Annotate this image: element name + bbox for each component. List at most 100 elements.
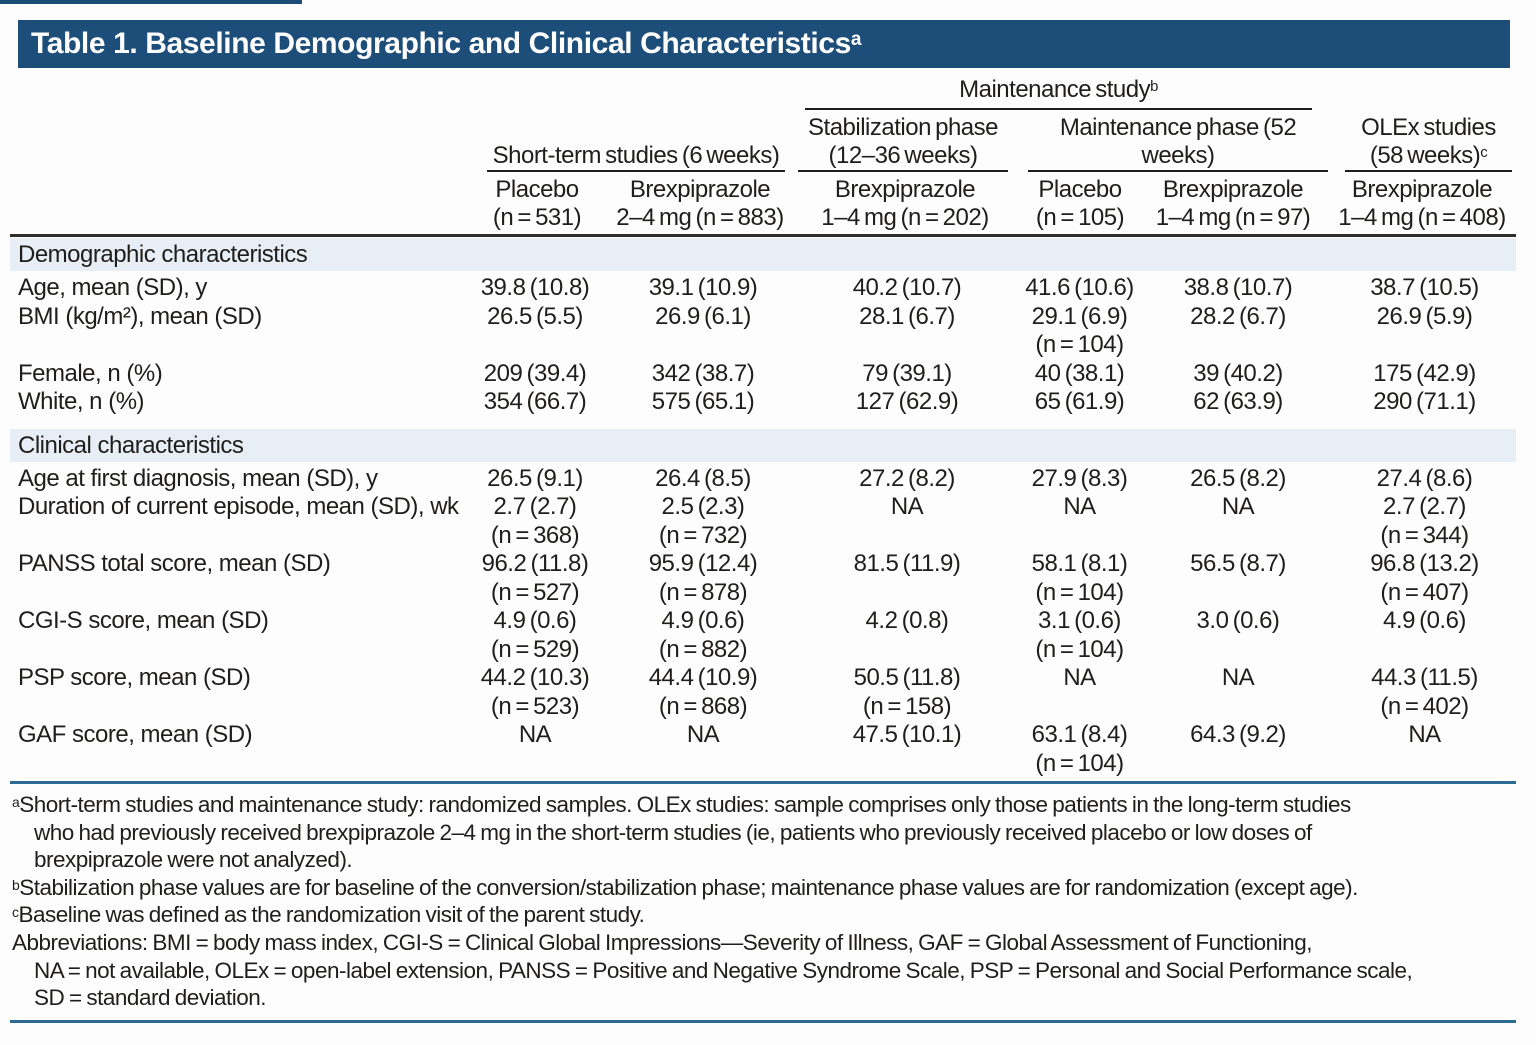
col6-arm: Brexpiprazole xyxy=(1351,176,1493,203)
value-line: 26.4 (8.5) xyxy=(655,464,751,492)
value-line: (n = 868) xyxy=(658,692,748,720)
value-line: NA xyxy=(1221,664,1255,691)
body-footnote-rule xyxy=(10,781,1516,784)
header-body-rule xyxy=(10,234,1516,237)
value-cell: 2.7 (2.7) (n = 368) xyxy=(462,493,608,550)
value-line: 2.7 (2.7) xyxy=(1383,493,1466,520)
value-line: 81.5 (11.9) xyxy=(853,550,961,577)
value-line: NA xyxy=(518,721,552,748)
value-cell: 47.5 (10.1) xyxy=(798,721,1016,750)
stabilization-label-line1: Stabilization phase xyxy=(808,114,998,141)
column-header-brex-st: Brexpiprazole 2–4 mg (n = 883) xyxy=(600,176,800,232)
value-line: 26.9 (5.9) xyxy=(1376,302,1473,330)
column-header-placebo-maint: Placebo (n = 105) xyxy=(1010,176,1150,232)
value-cell: 95.9 (12.4) (n = 878) xyxy=(608,550,798,607)
value-line: 575 (65.1) xyxy=(651,388,755,415)
value-line: 209 (39.4) xyxy=(483,359,587,387)
col1-n: (n = 531) xyxy=(492,204,582,231)
value-line: (n = 527) xyxy=(490,578,580,606)
value-cell: 58.1 (8.1) (n = 104) xyxy=(1016,550,1143,607)
value-line: 50.5 (11.8) xyxy=(853,664,961,691)
value-line: 39.8 (10.8) xyxy=(480,274,590,301)
header-group-stabilization: Stabilization phase (12–36 weeks) xyxy=(798,112,1008,172)
value-cell: 3.0 (0.6) xyxy=(1143,607,1333,636)
header-group-olex: OLEx studies (58 weeks)c xyxy=(1345,112,1512,172)
value-line: NA xyxy=(1063,493,1096,520)
value-line: 38.7 (10.5) xyxy=(1370,274,1479,301)
value-line: NA xyxy=(686,721,720,748)
col5-arm: Brexpiprazole xyxy=(1162,176,1304,203)
table-title-bar: Table 1. Baseline Demographic and Clinic… xyxy=(18,20,1510,68)
table-row: Age, mean (SD), y 39.8 (10.8) 39.1 (10.9) 4… xyxy=(10,274,1516,303)
value-line: 58.1 (8.1) xyxy=(1031,550,1128,577)
footnote-line: Abbreviations: BMI = body mass index, CG… xyxy=(12,929,1312,955)
value-line: 175 (42.9) xyxy=(1373,359,1476,387)
value-cell: NA xyxy=(1016,664,1143,693)
maintenance-phase-label-line1: Maintenance phase (52 xyxy=(1059,114,1297,141)
value-line: 26.5 (8.2) xyxy=(1190,464,1286,492)
col4-arm: Placebo xyxy=(1038,176,1122,203)
value-cell: 28.2 (6.7) xyxy=(1143,303,1333,332)
value-cell: 40 (38.1) xyxy=(1016,360,1143,389)
table-section: Demographic characteristics Age, mean (SD… xyxy=(10,238,1516,417)
value-cell: NA xyxy=(1143,664,1333,693)
header-group-maintenance-phase: Maintenance phase (52 weeks) xyxy=(1028,112,1328,172)
table-row: CGI-S score, mean (SD) 4.9 (0.6) (n = 529)… xyxy=(10,607,1516,664)
value-line: (n = 104) xyxy=(1035,331,1124,358)
value-cell: 96.8 (13.2) (n = 407) xyxy=(1333,550,1516,607)
value-cell: 29.1 (6.9) (n = 104) xyxy=(1016,303,1143,360)
value-line: (n = 732) xyxy=(658,521,748,549)
value-line: 3.0 (0.6) xyxy=(1196,607,1280,634)
value-cell: 39.8 (10.8) xyxy=(462,274,608,303)
value-cell: 4.9 (0.6) (n = 882) xyxy=(608,607,798,664)
maintenance-study-label: Maintenance study xyxy=(959,76,1151,103)
value-cell: 96.2 (11.8) (n = 527) xyxy=(462,550,608,607)
row-label: Duration of current episode, mean (SD), … xyxy=(18,493,459,520)
value-line: 26.9 (6.1) xyxy=(655,302,751,330)
value-line: 290 (71.1) xyxy=(1373,388,1476,415)
value-cell: 575 (65.1) xyxy=(608,388,798,417)
value-line: 354 (66.7) xyxy=(483,388,587,415)
value-line: (n = 878) xyxy=(658,578,748,606)
row-label: CGI-S score, mean (SD) xyxy=(18,607,269,634)
value-line: 79 (39.1) xyxy=(862,359,952,387)
value-cell: 62 (63.9) xyxy=(1143,388,1333,417)
footnote-marker: b xyxy=(12,876,20,893)
footnote-line: who had previously received brexpiprazol… xyxy=(34,819,1312,845)
row-label: GAF score, mean (SD) xyxy=(18,721,253,748)
value-cell: 26.5 (8.2) xyxy=(1143,465,1333,494)
value-line: 44.3 (11.5) xyxy=(1371,664,1478,691)
value-cell: 56.5 (8.7) xyxy=(1143,550,1333,579)
value-line: 342 (38.7) xyxy=(651,359,755,387)
value-cell: NA xyxy=(462,721,608,750)
value-cell: 127 (62.9) xyxy=(798,388,1016,417)
table-row: Age at first diagnosis, mean (SD), y 26.5… xyxy=(10,465,1516,494)
value-line: 63.1 (8.4) xyxy=(1031,721,1128,748)
maintenance-phase-label-line2: weeks) xyxy=(1141,142,1215,169)
value-cell: 44.4 (10.9) (n = 868) xyxy=(608,664,798,721)
table-row: Female, n (%) 209 (39.4) 342 (38.7) 79 (39.… xyxy=(10,360,1516,389)
row-label: Female, n (%) xyxy=(18,359,163,387)
value-line: 4.9 (0.6) xyxy=(661,607,745,634)
value-line: 95.9 (12.4) xyxy=(648,550,758,577)
value-line: (n = 368) xyxy=(490,521,580,549)
olex-footnote-marker: c xyxy=(1480,145,1488,161)
value-line: 40.2 (10.7) xyxy=(852,274,962,301)
column-header-brex-stab: Brexpiprazole 1–4 mg (n = 202) xyxy=(795,176,1015,232)
value-cell: 27.4 (8.6) xyxy=(1333,465,1516,494)
value-line: 2.5 (2.3) xyxy=(661,493,745,520)
table-row: PSP score, mean (SD) 44.2 (10.3) (n = 523)… xyxy=(10,664,1516,721)
maintenance-study-footnote-marker: b xyxy=(1150,79,1158,95)
table-row: PANSS total score, mean (SD) 96.2 (11.8)(… xyxy=(10,550,1516,607)
col3-n: 1–4 mg (n = 202) xyxy=(821,204,989,231)
column-header-brex-maint: Brexpiprazole 1–4 mg (n = 97) xyxy=(1123,176,1343,232)
value-cell: NA xyxy=(608,721,798,750)
value-cell: 2.7 (2.7) (n = 344) xyxy=(1333,493,1516,550)
table-section: Clinical characteristics Age at first dia… xyxy=(10,428,1516,779)
value-line: 4.2 (0.8) xyxy=(865,607,949,634)
value-cell: 79 (39.1) xyxy=(798,360,1016,389)
value-line: 96.8 (13.2) xyxy=(1370,550,1479,577)
bottom-rule xyxy=(10,1020,1516,1023)
footnote-marker: a xyxy=(12,794,20,810)
